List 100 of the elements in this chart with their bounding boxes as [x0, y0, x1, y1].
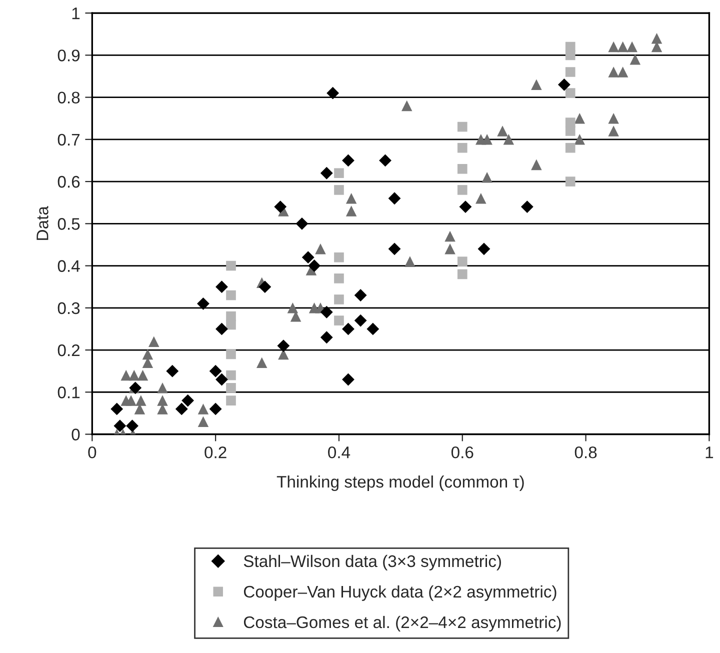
point — [626, 41, 638, 52]
point — [256, 357, 268, 368]
point — [404, 256, 416, 267]
point — [608, 41, 619, 52]
point — [617, 41, 628, 52]
point — [216, 322, 228, 336]
point — [114, 420, 126, 432]
point — [342, 154, 354, 167]
x-tick-label: 0.6 — [451, 446, 474, 458]
point — [226, 370, 236, 380]
point — [274, 200, 287, 214]
point — [302, 251, 314, 264]
point — [388, 192, 401, 205]
point — [334, 185, 344, 195]
point — [258, 280, 272, 294]
point — [287, 302, 298, 314]
point — [617, 66, 628, 78]
x-tick-label: 0.2 — [204, 446, 226, 458]
point — [444, 230, 456, 242]
point — [346, 193, 357, 204]
point — [216, 280, 228, 294]
point — [226, 290, 236, 300]
point — [142, 348, 154, 360]
point — [334, 168, 344, 178]
point — [226, 260, 236, 271]
y-tick-label: 0.2 — [58, 344, 80, 356]
y-tick-label: 0.4 — [58, 260, 80, 272]
point — [136, 395, 146, 406]
x-tick-label: 0 — [88, 446, 96, 458]
y-tick-label: 0.8 — [58, 92, 80, 104]
legend-label: Costa–Gomes et al. (2×2–4×2 asymmetric) — [244, 616, 561, 632]
x-tick-label: 0.4 — [328, 446, 350, 458]
x-tick-label: 0.8 — [574, 446, 597, 458]
point — [444, 244, 456, 254]
x-tick-label: 1 — [706, 446, 714, 458]
point — [503, 134, 514, 145]
point — [342, 322, 354, 336]
y-tick-label: 0.9 — [58, 50, 80, 62]
point — [457, 256, 468, 266]
legend-label: Stahl–Wilson data (3×3 symmetric) — [244, 554, 501, 570]
point — [457, 164, 468, 174]
point — [342, 373, 354, 386]
point — [120, 370, 132, 381]
point — [482, 134, 492, 145]
y-tick-label: 0.3 — [58, 302, 80, 314]
point — [296, 217, 308, 230]
point — [326, 86, 340, 100]
point — [157, 382, 168, 394]
point — [354, 314, 367, 327]
y-tick-label: 0.1 — [58, 386, 80, 398]
y-tick-label: 0.7 — [58, 134, 80, 146]
point — [565, 176, 576, 186]
point — [226, 349, 236, 360]
point — [209, 364, 222, 378]
point — [651, 32, 662, 44]
point — [379, 154, 392, 167]
point — [531, 159, 542, 170]
y-tick-label: 1 — [72, 8, 80, 20]
point — [457, 269, 468, 280]
point — [277, 340, 290, 352]
point — [320, 166, 333, 180]
y-tick-label: 0.6 — [58, 176, 80, 188]
point — [157, 395, 168, 406]
point — [388, 242, 401, 256]
x-axis-title: Thinking steps model (common τ) — [276, 475, 524, 492]
point — [574, 134, 585, 145]
point — [110, 402, 124, 416]
point — [126, 420, 138, 432]
point — [148, 336, 160, 347]
point — [608, 66, 619, 78]
point — [126, 395, 136, 406]
point — [320, 306, 333, 318]
point — [216, 373, 228, 386]
point — [558, 78, 570, 91]
point — [459, 200, 472, 214]
point — [608, 126, 619, 136]
point — [565, 126, 576, 136]
point — [457, 185, 468, 195]
point — [531, 79, 542, 90]
point — [354, 289, 367, 302]
point — [198, 416, 209, 427]
point — [166, 364, 179, 378]
point — [346, 206, 357, 216]
point — [478, 242, 490, 256]
point — [226, 383, 236, 393]
point — [565, 67, 576, 77]
point — [608, 112, 619, 124]
y-axis-title: Data — [36, 206, 48, 240]
point — [334, 252, 344, 262]
point — [226, 396, 236, 406]
point — [476, 193, 486, 204]
point — [315, 244, 326, 254]
point — [334, 316, 344, 326]
point — [320, 331, 333, 344]
point — [182, 394, 194, 407]
point — [565, 50, 576, 60]
point — [334, 294, 344, 304]
point — [457, 122, 468, 132]
point — [565, 88, 576, 98]
point — [366, 322, 380, 336]
